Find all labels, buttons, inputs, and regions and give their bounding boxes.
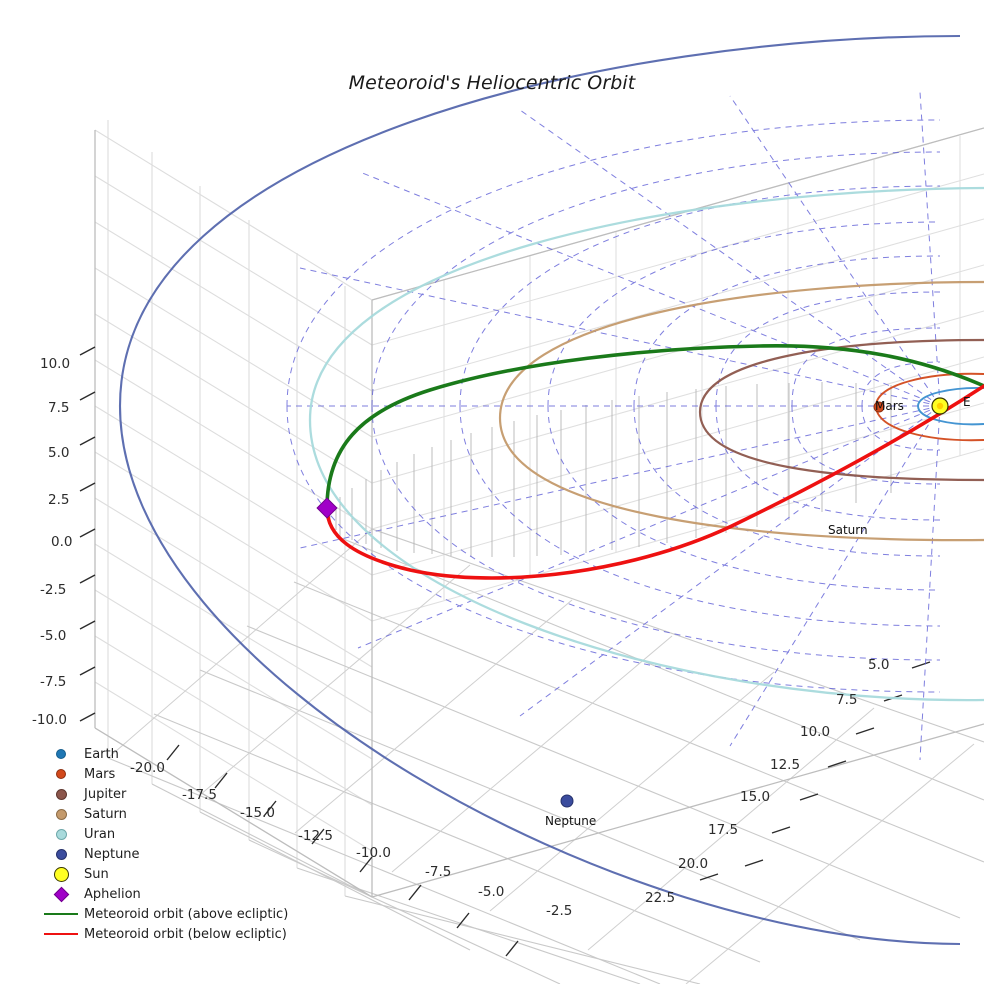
legend-label: Sun: [84, 866, 109, 882]
x-tick: -5.0: [478, 884, 505, 900]
legend-label: Meteoroid orbit (below ecliptic): [84, 926, 287, 942]
meteoroid-below-ecliptic: [325, 384, 984, 580]
legend-label: Earth: [84, 746, 119, 762]
neptune-marker: [560, 794, 574, 808]
legend-label: Saturn: [84, 806, 127, 822]
tick-marks: [79, 346, 931, 957]
jupiter-dot-icon: [38, 788, 84, 800]
x-tick: -15.0: [240, 805, 275, 821]
z-tick: 5.0: [48, 445, 70, 461]
legend-item-jupiter[interactable]: Jupiter: [38, 784, 288, 804]
z-tick: 7.5: [48, 400, 70, 416]
legend-item-earth[interactable]: Earth: [38, 744, 288, 764]
meteoroid-above-ecliptic: [325, 344, 984, 510]
y-tick: 5.0: [868, 657, 890, 673]
annotation-neptune: Neptune: [545, 814, 597, 828]
neptune-dot-icon: [38, 848, 84, 860]
orbit-neptune: [118, 34, 961, 946]
legend: Earth Mars Jupiter Saturn Uran: [38, 744, 288, 944]
legend-item-meteoroid-below[interactable]: Meteoroid orbit (below ecliptic): [38, 924, 288, 944]
red-line-icon: [38, 933, 84, 935]
legend-item-sun[interactable]: Sun: [38, 864, 288, 884]
annotation-mars: Mars: [875, 399, 904, 413]
legend-item-aphelion[interactable]: Aphelion: [38, 884, 288, 904]
orbit-earth: [917, 387, 984, 426]
aphelion-marker: [316, 497, 338, 519]
y-tick: 20.0: [678, 856, 709, 872]
x-tick: -20.0: [130, 760, 165, 776]
earth-dot-icon: [38, 749, 84, 759]
aphelion-diamond-icon: [38, 886, 84, 902]
z-tick: -10.0: [32, 712, 67, 728]
y-tick: 12.5: [770, 757, 801, 773]
y-tick: 10.0: [800, 724, 831, 740]
orbit-saturn: [498, 280, 984, 542]
axes-box-edges: [94, 127, 984, 898]
legend-label: Jupiter: [84, 786, 127, 802]
z-tick: 2.5: [48, 492, 70, 508]
sun-core: [936, 402, 944, 410]
legend-label: Meteoroid orbit (above ecliptic): [84, 906, 289, 922]
pane-left-wall: [94, 120, 373, 898]
orbit-uranus: [308, 186, 984, 702]
x-tick: -2.5: [546, 903, 573, 919]
legend-item-mars[interactable]: Mars: [38, 764, 288, 784]
saturn-dot-icon: [38, 808, 84, 820]
x-tick: -17.5: [182, 787, 217, 803]
y-tick: 22.5: [645, 890, 676, 906]
page-title: Meteoroid's Heliocentric Orbit: [348, 72, 636, 94]
x-tick: -12.5: [298, 828, 333, 844]
annotation-saturn: Saturn: [828, 523, 868, 537]
y-tick: 15.0: [740, 789, 771, 805]
mars-marker: [873, 401, 885, 413]
legend-item-meteoroid-above[interactable]: Meteoroid orbit (above ecliptic): [38, 904, 288, 924]
legend-label: Uran: [84, 826, 116, 842]
annotation-earth: E: [963, 395, 971, 409]
sun-dot-icon: [38, 866, 84, 882]
y-tick: 17.5: [708, 822, 739, 838]
legend-item-neptune[interactable]: Neptune: [38, 844, 288, 864]
green-line-icon: [38, 913, 84, 915]
z-tick: -2.5: [40, 582, 67, 598]
legend-item-saturn[interactable]: Saturn: [38, 804, 288, 824]
y-tick: 7.5: [836, 692, 858, 708]
polar-grid-dashed: [286, 91, 941, 761]
pane-floor: [107, 528, 984, 984]
orbit-jupiter: [698, 338, 984, 482]
z-tick: 0.0: [51, 534, 73, 550]
x-tick: -7.5: [425, 864, 452, 880]
legend-label: Neptune: [84, 846, 140, 862]
legend-label: Aphelion: [84, 886, 141, 902]
x-tick: -10.0: [356, 845, 391, 861]
z-tick: 10.0: [40, 356, 71, 372]
z-tick: -5.0: [40, 628, 67, 644]
z-tick: -7.5: [40, 674, 67, 690]
uranus-dot-icon: [38, 828, 84, 840]
legend-label: Mars: [84, 766, 116, 782]
mars-dot-icon: [38, 769, 84, 779]
legend-item-uran[interactable]: Uran: [38, 824, 288, 844]
